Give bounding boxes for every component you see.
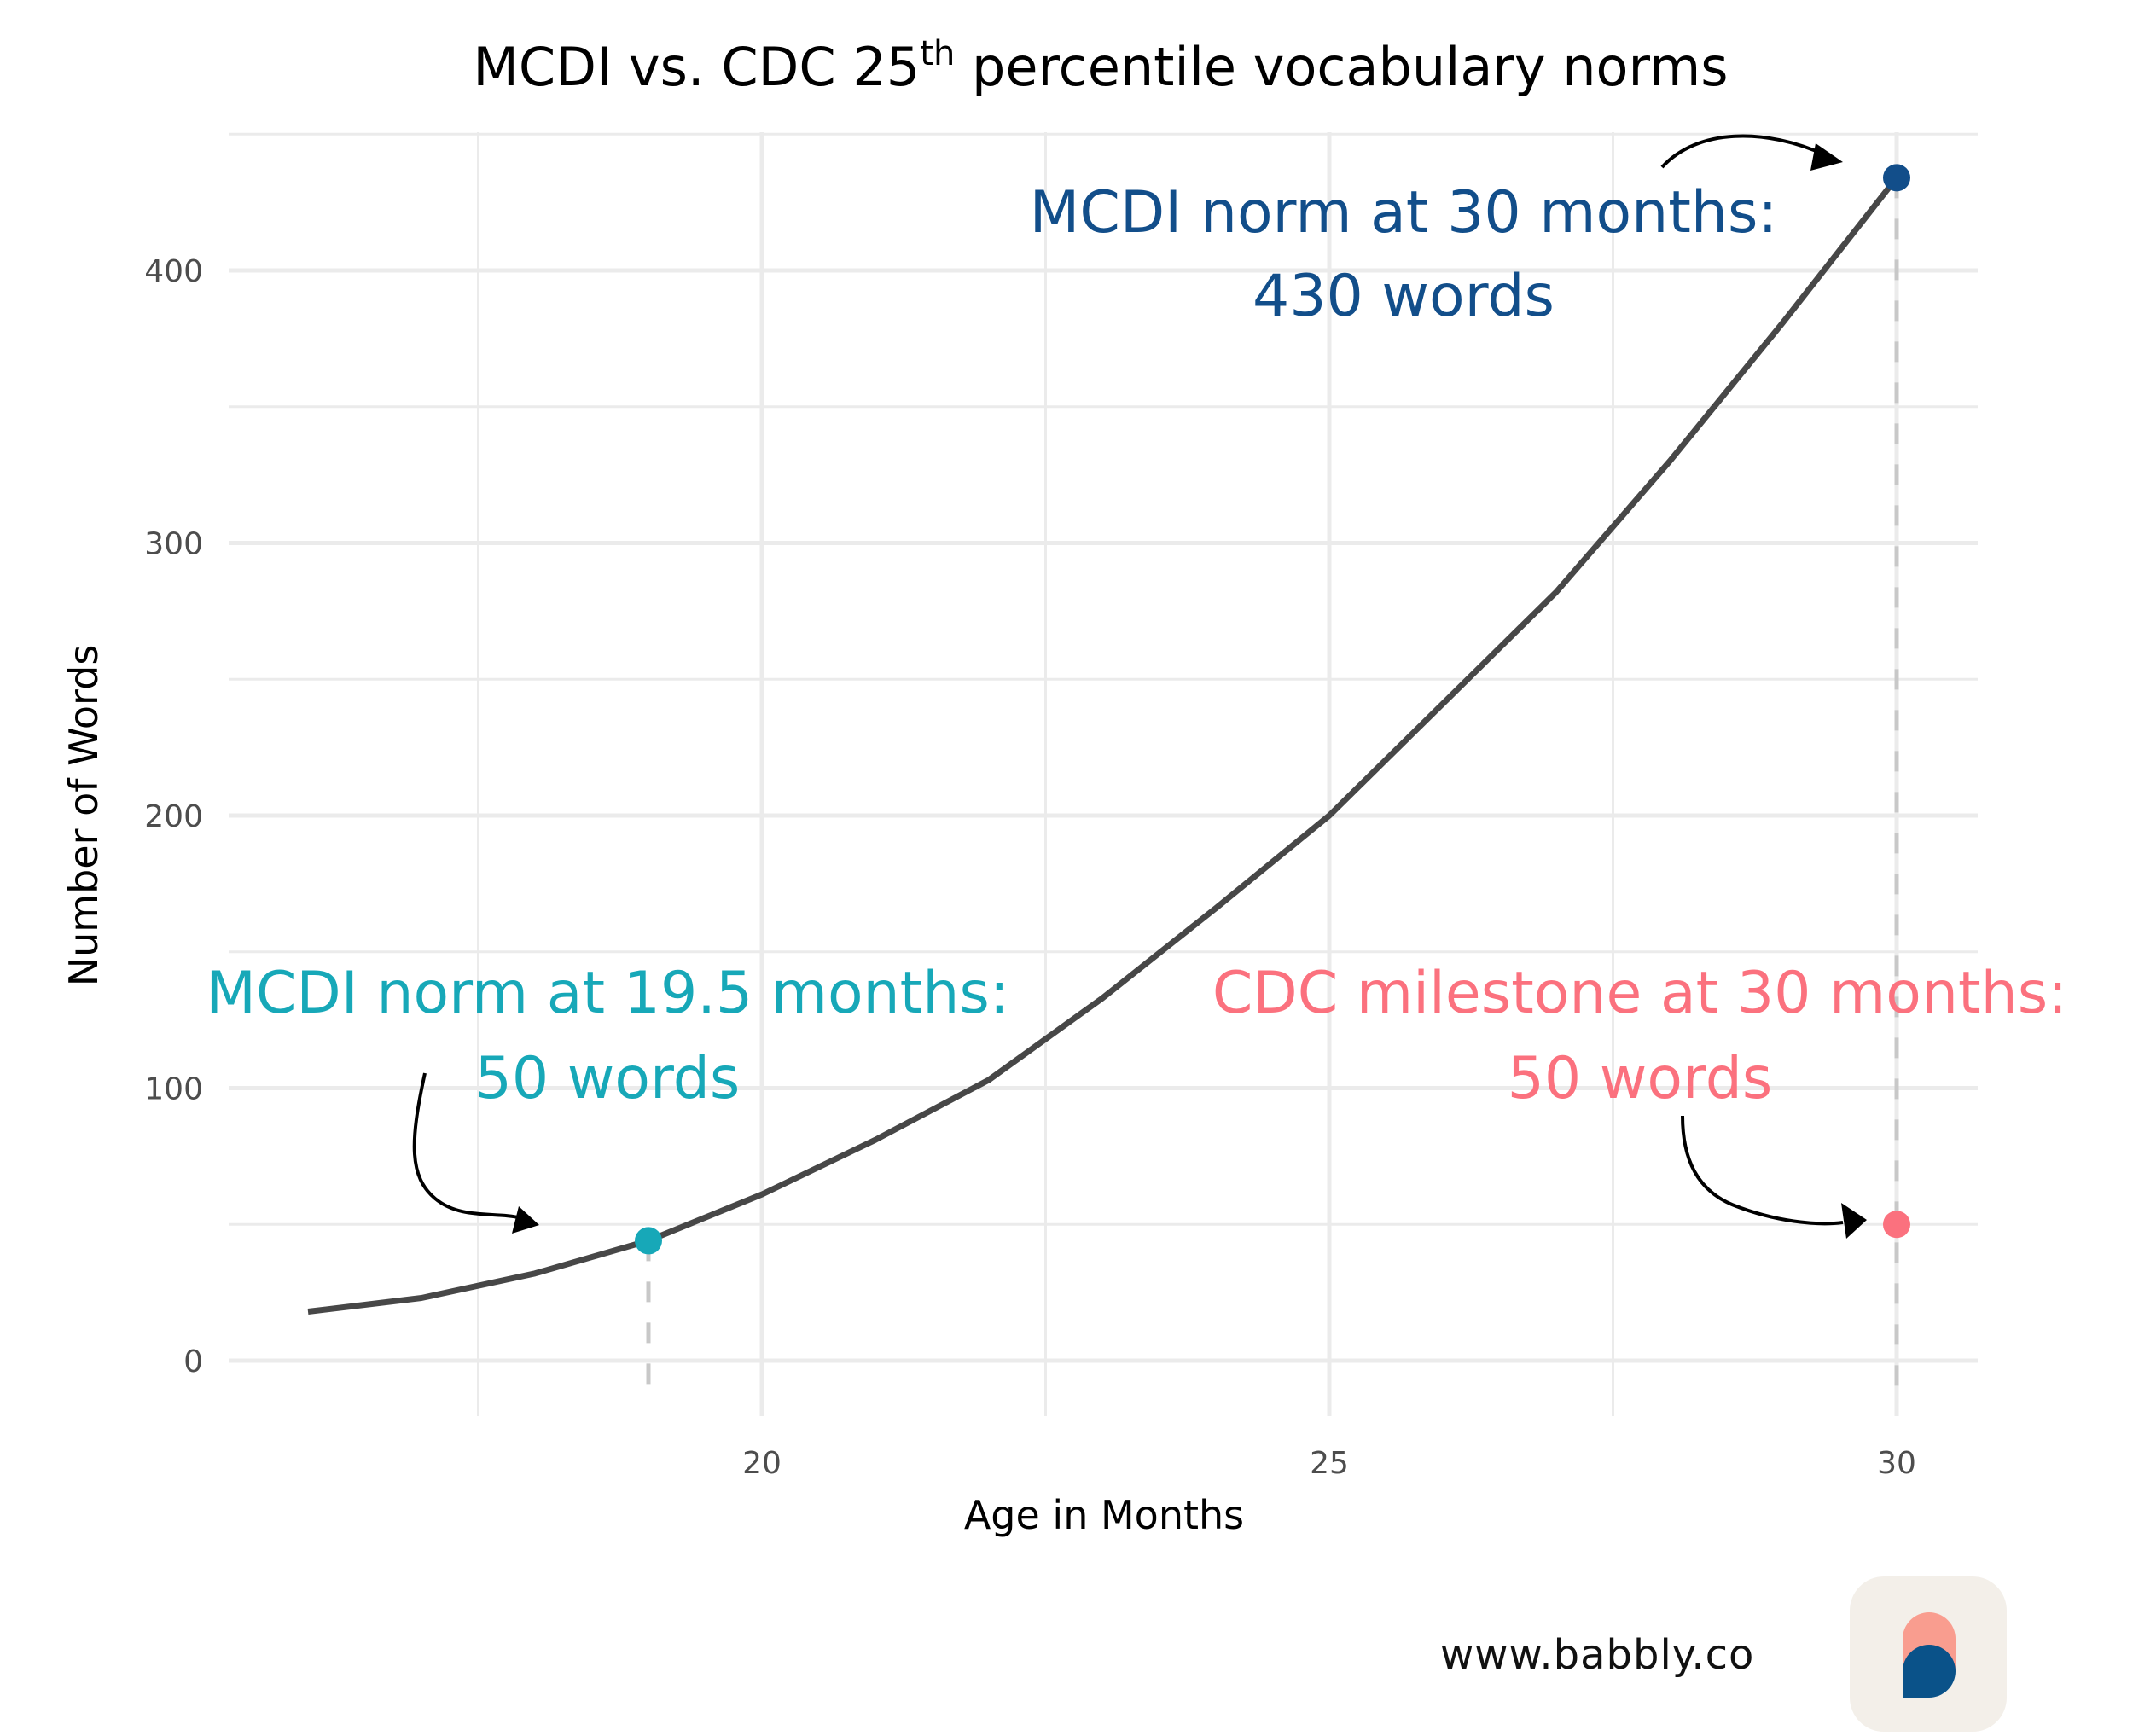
- data-point: [1883, 1211, 1910, 1239]
- arrow-icon: [1681, 1115, 1844, 1226]
- arrow-icon: [1660, 134, 1827, 169]
- svg-text:300: 300: [144, 527, 203, 562]
- svg-text:50 words: 50 words: [1508, 1045, 1773, 1112]
- svg-text:25: 25: [1310, 1446, 1349, 1481]
- gridlines: [229, 132, 1978, 1416]
- svg-text:50 words: 50 words: [475, 1045, 741, 1112]
- website-url: www.babbly.co: [1440, 1631, 1755, 1679]
- svg-text:CDC milestone at 30 months:: CDC milestone at 30 months:: [1212, 960, 2067, 1027]
- arrow-icon: [412, 1072, 523, 1220]
- svg-text:20: 20: [742, 1446, 782, 1481]
- svg-text:400: 400: [144, 254, 203, 289]
- axis-ticks: 0 100 200 300 400 20 25 30: [144, 254, 1916, 1481]
- annotation-arrows: [412, 134, 1867, 1239]
- annotation-30mo-mcdi: MCDI norm at 30 months: 430 words: [1030, 179, 1778, 330]
- svg-text:30: 30: [1877, 1446, 1916, 1481]
- arrowhead-icon: [1810, 143, 1843, 171]
- svg-text:100: 100: [144, 1072, 203, 1107]
- svg-text:430 words: 430 words: [1252, 263, 1555, 330]
- data-point: [1883, 164, 1910, 192]
- data-point: [635, 1227, 662, 1255]
- arrowhead-icon: [512, 1206, 539, 1234]
- annotation-19mo-mcdi: MCDI norm at 19.5 months: 50 words: [206, 960, 1009, 1112]
- svg-text:MCDI norm at 19.5 months:: MCDI norm at 19.5 months:: [206, 960, 1009, 1027]
- x-axis-title: Age in Months: [964, 1492, 1244, 1538]
- y-axis-title: Number of Words: [61, 645, 107, 987]
- data-points: [635, 164, 1910, 1255]
- arrowhead-icon: [1841, 1203, 1867, 1239]
- mcdi-curve: [307, 176, 1899, 1315]
- svg-text:MCDI norm at 30 months:: MCDI norm at 30 months:: [1030, 179, 1778, 247]
- svg-text:200: 200: [144, 799, 203, 834]
- chart-title: MCDI vs. CDC 25th percentile vocabulary …: [473, 34, 1728, 98]
- logo-bottom-shape: [1903, 1645, 1956, 1698]
- annotation-30mo-cdc: CDC milestone at 30 months: 50 words: [1212, 960, 2067, 1112]
- reference-lines: [646, 177, 1899, 1388]
- babbly-logo: [1850, 1576, 2007, 1732]
- svg-text:0: 0: [183, 1344, 203, 1379]
